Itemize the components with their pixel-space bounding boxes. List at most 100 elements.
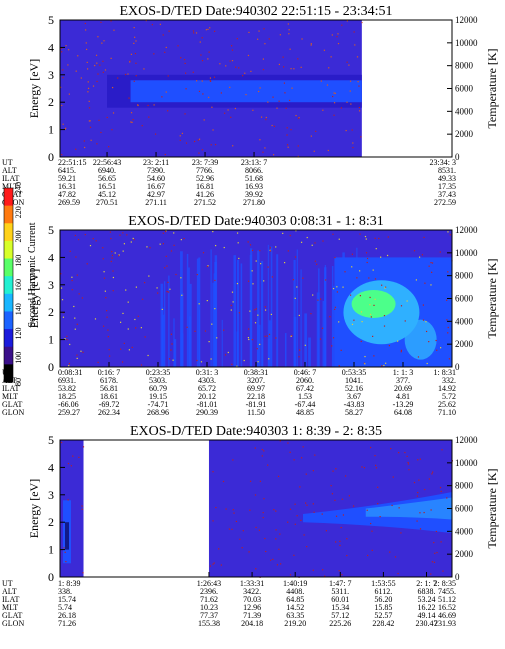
- noise-dot: [446, 299, 448, 301]
- noise-dot: [312, 503, 314, 505]
- ephemeris-value: 1:53:55: [371, 579, 395, 588]
- ephemeris-value: 0:08:31: [58, 368, 82, 377]
- noise-dot: [209, 77, 212, 79]
- noise-dot: [341, 24, 343, 26]
- noise-dot: [346, 101, 348, 103]
- noise-dot: [111, 250, 113, 253]
- noise-dot: [272, 96, 274, 98]
- noise-dot: [194, 330, 196, 332]
- panel-title: EXOS-D/TED Date:940302 22:51:15 - 23:34:…: [120, 4, 393, 19]
- noise-dot: [257, 314, 259, 316]
- noise-dot: [67, 499, 69, 501]
- noise-dot: [435, 530, 437, 533]
- noise-dot: [338, 238, 340, 240]
- noise-dot: [267, 101, 269, 103]
- noise-dot: [159, 23, 161, 25]
- noise-dot: [282, 232, 284, 235]
- noise-dot: [353, 31, 355, 33]
- ephemeris-value: 63.35: [286, 611, 304, 620]
- noise-dot: [141, 125, 143, 127]
- streak: [276, 254, 279, 367]
- left-core: [65, 522, 69, 550]
- noise-dot: [251, 249, 254, 252]
- ephemeris-value: 15.74: [58, 595, 76, 604]
- noise-dot: [381, 284, 383, 286]
- noise-dot: [326, 84, 329, 86]
- ephemeris-value: 338.: [58, 587, 72, 596]
- noise-dot: [112, 290, 114, 292]
- noise-dot: [224, 354, 227, 356]
- noise-dot: [212, 471, 214, 473]
- ephemeris-value: 60.01: [331, 595, 349, 604]
- ephemeris-value: 8066.: [245, 166, 263, 175]
- noise-dot: [375, 467, 378, 469]
- ephemeris-value: 41.26: [196, 190, 214, 199]
- noise-dot: [387, 236, 389, 238]
- noise-dot: [159, 243, 161, 245]
- y-tick-label: 0: [48, 570, 54, 584]
- ephemeris-value: 69.97: [247, 384, 265, 393]
- noise-dot: [130, 53, 133, 55]
- noise-dot: [230, 304, 232, 307]
- noise-dot: [294, 523, 296, 525]
- noise-dot: [75, 148, 77, 150]
- noise-dot: [321, 327, 324, 329]
- noise-dot: [366, 509, 368, 511]
- ephemeris-value: 6178.: [100, 376, 118, 385]
- noise-dot: [304, 344, 306, 346]
- ephemeris-value: 271.52: [194, 198, 216, 207]
- noise-dot: [278, 548, 280, 550]
- noise-dot: [334, 256, 336, 259]
- streak: [188, 316, 191, 367]
- noise-dot: [340, 526, 342, 529]
- ephemeris-value: 26.18: [58, 611, 76, 620]
- noise-dot: [265, 550, 267, 553]
- noise-dot: [334, 499, 336, 501]
- colorbar-tick-label: 100: [14, 352, 23, 364]
- noise-dot: [81, 505, 83, 507]
- noise-dot: [68, 93, 70, 95]
- noise-dot: [325, 530, 327, 532]
- noise-dot: [201, 80, 203, 82]
- noise-dot: [198, 138, 201, 140]
- noise-dot: [68, 364, 70, 367]
- panel-title: EXOS-D/TED Date:940303 1: 8:39 - 2: 8:35: [130, 424, 382, 439]
- noise-dot: [213, 76, 216, 78]
- noise-dot: [254, 322, 257, 324]
- noise-dot: [257, 38, 259, 40]
- noise-dot: [200, 361, 203, 363]
- noise-dot: [171, 343, 173, 345]
- noise-dot: [330, 485, 332, 487]
- noise-dot: [99, 64, 101, 66]
- noise-dot: [60, 287, 63, 289]
- streak: [332, 285, 336, 367]
- ephemeris-value: 22:56:43: [93, 158, 121, 167]
- noise-dot: [286, 134, 288, 136]
- ephemeris-value: 271.80: [243, 198, 265, 207]
- noise-dot: [73, 305, 75, 308]
- ephemeris-value: 1: 8:39: [58, 579, 80, 588]
- noise-dot: [300, 457, 303, 459]
- data-gap: [83, 440, 209, 577]
- noise-dot: [62, 69, 64, 71]
- noise-dot: [214, 279, 216, 282]
- noise-dot: [352, 142, 354, 144]
- noise-dot: [392, 476, 394, 478]
- noise-dot: [235, 66, 237, 68]
- noise-dot: [252, 109, 254, 111]
- noise-dot: [208, 96, 210, 99]
- noise-dot: [170, 349, 172, 351]
- noise-dot: [341, 574, 343, 576]
- noise-dot: [117, 255, 120, 257]
- ephemeris-value: 6415.: [58, 166, 76, 175]
- noise-dot: [298, 116, 300, 119]
- noise-dot: [432, 471, 434, 473]
- streak: [293, 259, 296, 367]
- noise-dot: [369, 446, 372, 449]
- noise-dot: [209, 565, 211, 567]
- noise-dot: [291, 87, 293, 89]
- noise-dot: [365, 252, 368, 254]
- noise-dot: [112, 112, 115, 114]
- noise-dot: [238, 67, 240, 69]
- noise-dot: [70, 465, 72, 467]
